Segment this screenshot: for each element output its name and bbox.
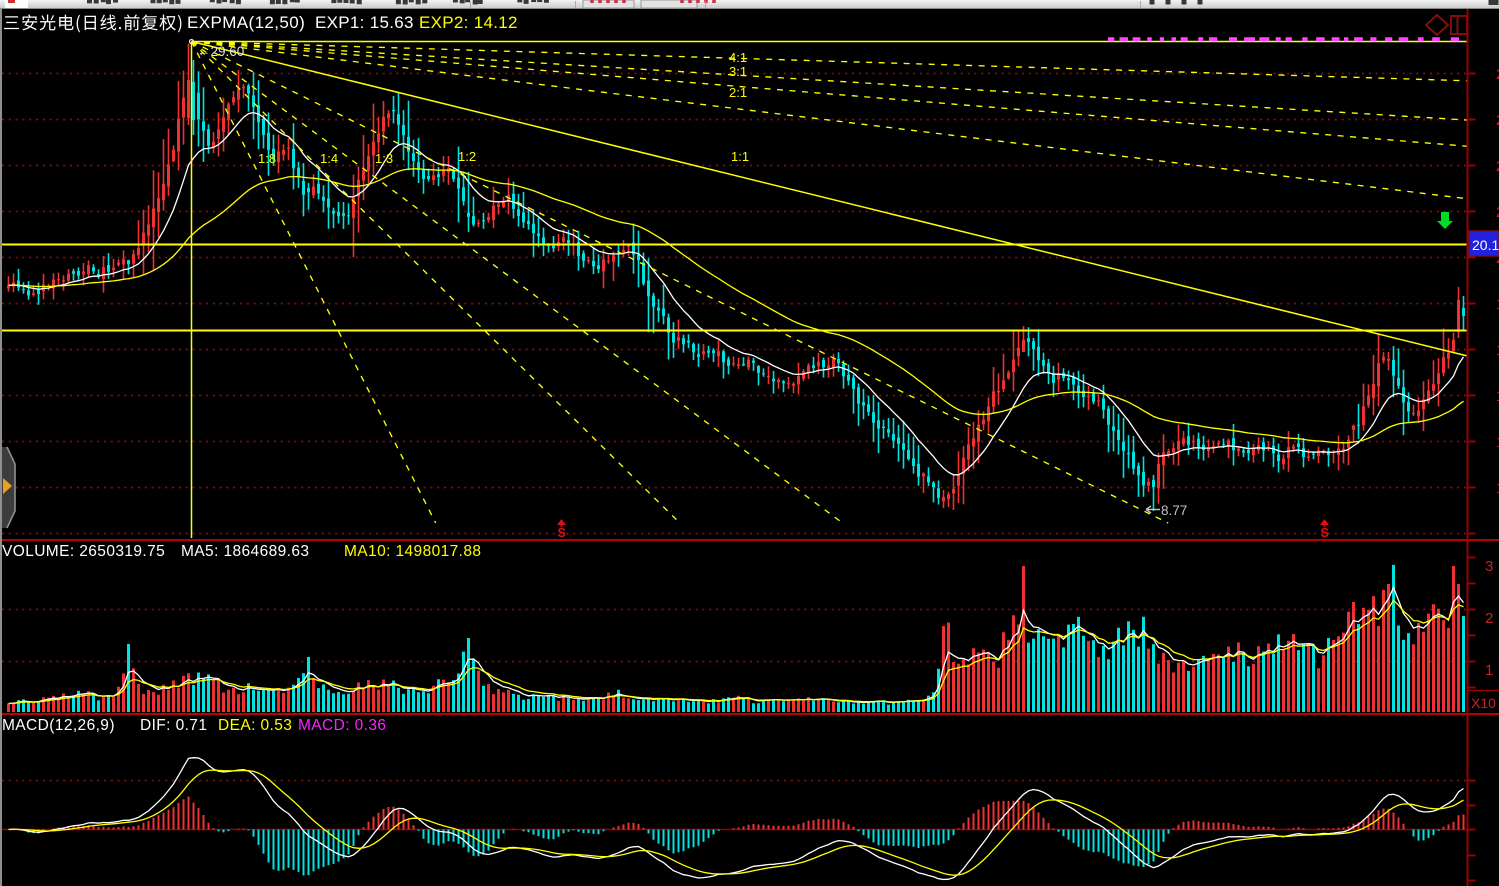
svg-text:8.77: 8.77 [1161, 503, 1187, 518]
svg-text:3: 3 [1485, 558, 1493, 575]
svg-text:2: 2 [1485, 610, 1493, 627]
svg-text:12: 12 [1496, 434, 1499, 451]
svg-text:VOLUME: 2650319.75: VOLUME: 2650319.75 [2, 543, 165, 560]
svg-text:S: S [1321, 526, 1329, 540]
svg-text:10: 10 [1496, 480, 1499, 497]
svg-text:1:2: 1:2 [458, 149, 476, 164]
svg-text:EXP1: 15.63: EXP1: 15.63 [315, 13, 414, 32]
svg-text:18: 18 [1496, 296, 1499, 313]
svg-text:←29.60: ←29.60 [197, 44, 244, 59]
svg-text:2:1: 2:1 [729, 85, 747, 100]
svg-text:1:1: 1:1 [731, 149, 749, 164]
svg-text:1: 1 [1485, 662, 1493, 679]
svg-text:DEA: 0.53: DEA: 0.53 [218, 717, 292, 734]
svg-text:MACD: 0.36: MACD: 0.36 [298, 717, 386, 734]
svg-text:20.18: 20.18 [1472, 237, 1499, 253]
svg-text:28: 28 [1496, 66, 1499, 83]
svg-text:MA5: 1864689.63: MA5: 1864689.63 [181, 543, 309, 560]
svg-text:16: 16 [1496, 342, 1499, 359]
svg-text:26: 26 [1496, 112, 1499, 129]
svg-text:MACD(12,26,9): MACD(12,26,9) [2, 717, 115, 734]
svg-text:S: S [558, 526, 566, 540]
svg-text:EXP2: 14.12: EXP2: 14.12 [419, 13, 518, 32]
svg-text:4:1: 4:1 [729, 50, 747, 65]
svg-text:20: 20 [1496, 250, 1499, 267]
svg-text:1:4: 1:4 [320, 151, 338, 166]
svg-text:X10: X10 [1471, 695, 1496, 711]
svg-text:22: 22 [1496, 204, 1499, 221]
svg-text:14: 14 [1496, 388, 1499, 405]
svg-text:EXPMA(12,50): EXPMA(12,50) [187, 13, 305, 32]
svg-text:DIF: 0.71: DIF: 0.71 [140, 717, 207, 734]
svg-text:24: 24 [1496, 158, 1499, 175]
svg-text:3:1: 3:1 [729, 64, 747, 79]
svg-text:1:3: 1:3 [375, 151, 393, 166]
svg-text:1:8: 1:8 [258, 151, 276, 166]
svg-text:MA10: 1498017.88: MA10: 1498017.88 [344, 543, 481, 560]
